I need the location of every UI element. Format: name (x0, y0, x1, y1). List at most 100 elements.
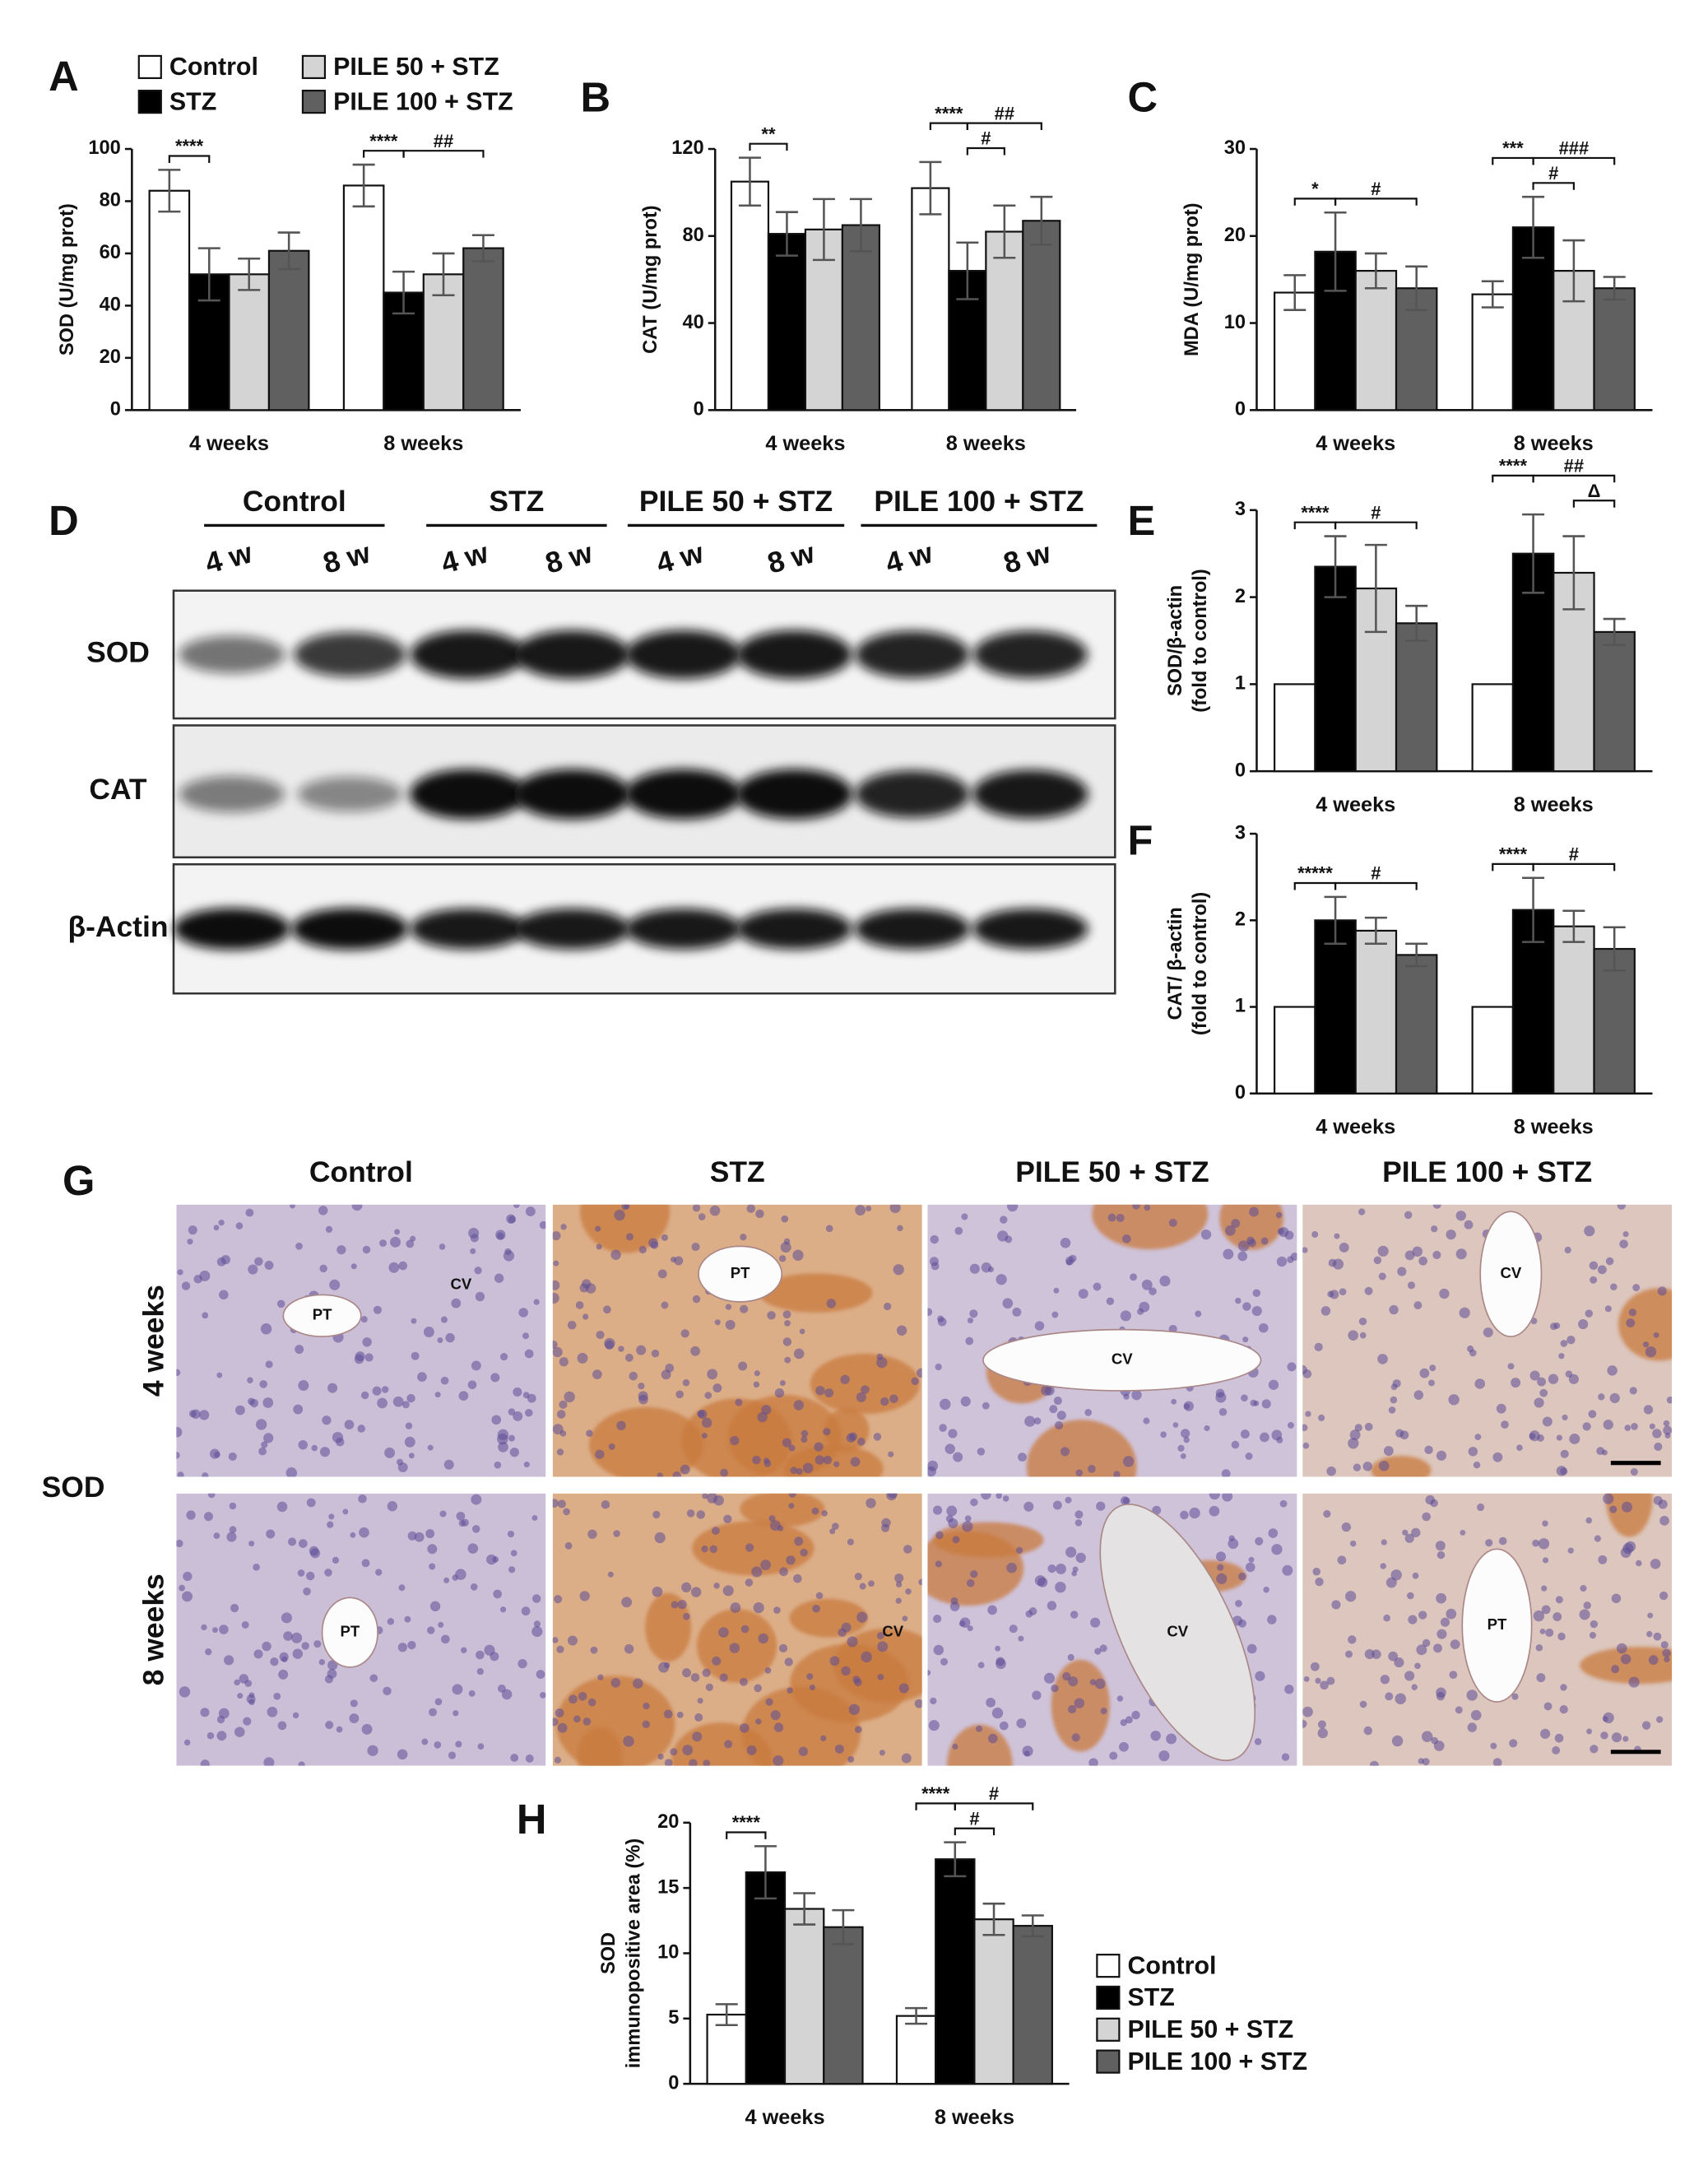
nucleus (301, 1642, 309, 1650)
nucleus (595, 1225, 601, 1232)
nucleus (1582, 1422, 1591, 1431)
nucleus (784, 1320, 791, 1327)
nucleus (657, 1472, 663, 1477)
nucleus (1578, 1318, 1589, 1330)
nucleus (388, 1262, 400, 1273)
nucleus (1664, 1656, 1670, 1663)
nucleus (801, 1436, 808, 1443)
nucleus (1529, 1370, 1540, 1381)
nucleus (288, 1537, 297, 1546)
nucleus (1113, 1471, 1121, 1477)
nucleus (582, 1313, 589, 1320)
nucleus (1567, 1547, 1574, 1554)
nucleus (298, 1380, 309, 1392)
nucleus (876, 1632, 884, 1639)
nucleus (241, 1621, 249, 1629)
nucleus (838, 1628, 847, 1637)
nucleus (456, 1511, 466, 1521)
nucleus (1326, 1466, 1336, 1476)
nucleus (253, 1649, 263, 1659)
nucleus (470, 1248, 476, 1254)
nucleus (582, 1279, 592, 1289)
significance-label: ### (1559, 138, 1590, 159)
nucleus (407, 1640, 416, 1650)
nucleus (680, 1329, 689, 1338)
nucleus (1550, 1322, 1557, 1331)
nucleus (987, 1605, 997, 1615)
legend-swatch (1096, 2017, 1121, 2042)
nucleus (1121, 1234, 1131, 1243)
nucleus (474, 1267, 482, 1275)
nucleus (460, 1647, 467, 1654)
nucleus (1282, 1564, 1293, 1576)
x-tick-label: 4 weeks (189, 432, 269, 455)
nucleus (201, 1624, 207, 1631)
nucleus (1460, 1530, 1466, 1536)
nucleus (468, 1227, 480, 1239)
nucleus (1658, 1499, 1668, 1509)
nucleus (188, 1225, 197, 1235)
nucleus (506, 1214, 516, 1224)
blot-band (173, 908, 290, 951)
nucleus (1284, 1685, 1294, 1694)
nucleus (1548, 1374, 1559, 1384)
nucleus (799, 1328, 805, 1335)
nucleus (1311, 1231, 1319, 1239)
nucleus (1051, 1684, 1059, 1693)
nucleus (219, 1625, 229, 1634)
bar (1471, 293, 1515, 411)
nucleus (636, 1345, 647, 1355)
nucleus (930, 1697, 937, 1705)
nucleus (207, 1493, 216, 1499)
nucleus (434, 1392, 441, 1398)
nucleus (991, 1707, 1004, 1719)
nucleus (676, 1711, 684, 1718)
nucleus (657, 1269, 667, 1279)
nucleus (1539, 1388, 1548, 1397)
x-tick-label: 8 weeks (946, 432, 1026, 455)
nucleus (866, 1498, 876, 1508)
nucleus (697, 1410, 705, 1418)
nucleus (1245, 1453, 1253, 1460)
nucleus (476, 1667, 484, 1676)
nucleus (1037, 1577, 1048, 1587)
nucleus (778, 1255, 787, 1262)
significance-bracket (1334, 521, 1418, 530)
nucleus (186, 1510, 196, 1520)
nucleus (1600, 1731, 1608, 1740)
nucleus (397, 1462, 408, 1473)
nucleus (1016, 1718, 1027, 1728)
nucleus (237, 1693, 244, 1699)
nucleus (351, 1204, 363, 1211)
nucleus (755, 1718, 762, 1725)
nucleus (552, 1424, 564, 1435)
nucleus (735, 1398, 743, 1406)
nucleus (188, 1410, 197, 1418)
nucleus (975, 1725, 983, 1732)
nucleus (1657, 1286, 1667, 1296)
stain-patch (759, 1273, 873, 1313)
nucleus (1509, 1739, 1518, 1748)
stain-patch (741, 1686, 861, 1766)
nucleus (1281, 1753, 1290, 1761)
nucleus (1122, 1497, 1130, 1505)
nucleus (1302, 1442, 1310, 1449)
x-tick-label: 4 weeks (745, 2106, 825, 2129)
blot-band (854, 908, 971, 950)
nucleus (1043, 1672, 1056, 1684)
nucleus (854, 1726, 862, 1733)
nucleus (686, 1509, 695, 1518)
nucleus (1246, 1643, 1257, 1654)
nucleus (1596, 1447, 1605, 1456)
nucleus (1436, 1592, 1446, 1604)
nucleus (1216, 1573, 1228, 1584)
blot-band (297, 776, 402, 812)
nucleus (948, 1518, 958, 1529)
nucleus (1100, 1708, 1107, 1715)
bar (1354, 929, 1398, 1095)
nucleus (313, 1640, 322, 1648)
nucleus (518, 1659, 527, 1669)
bar (267, 249, 310, 411)
legend-label: Control (1127, 1951, 1216, 1979)
nucleus (440, 1316, 448, 1323)
